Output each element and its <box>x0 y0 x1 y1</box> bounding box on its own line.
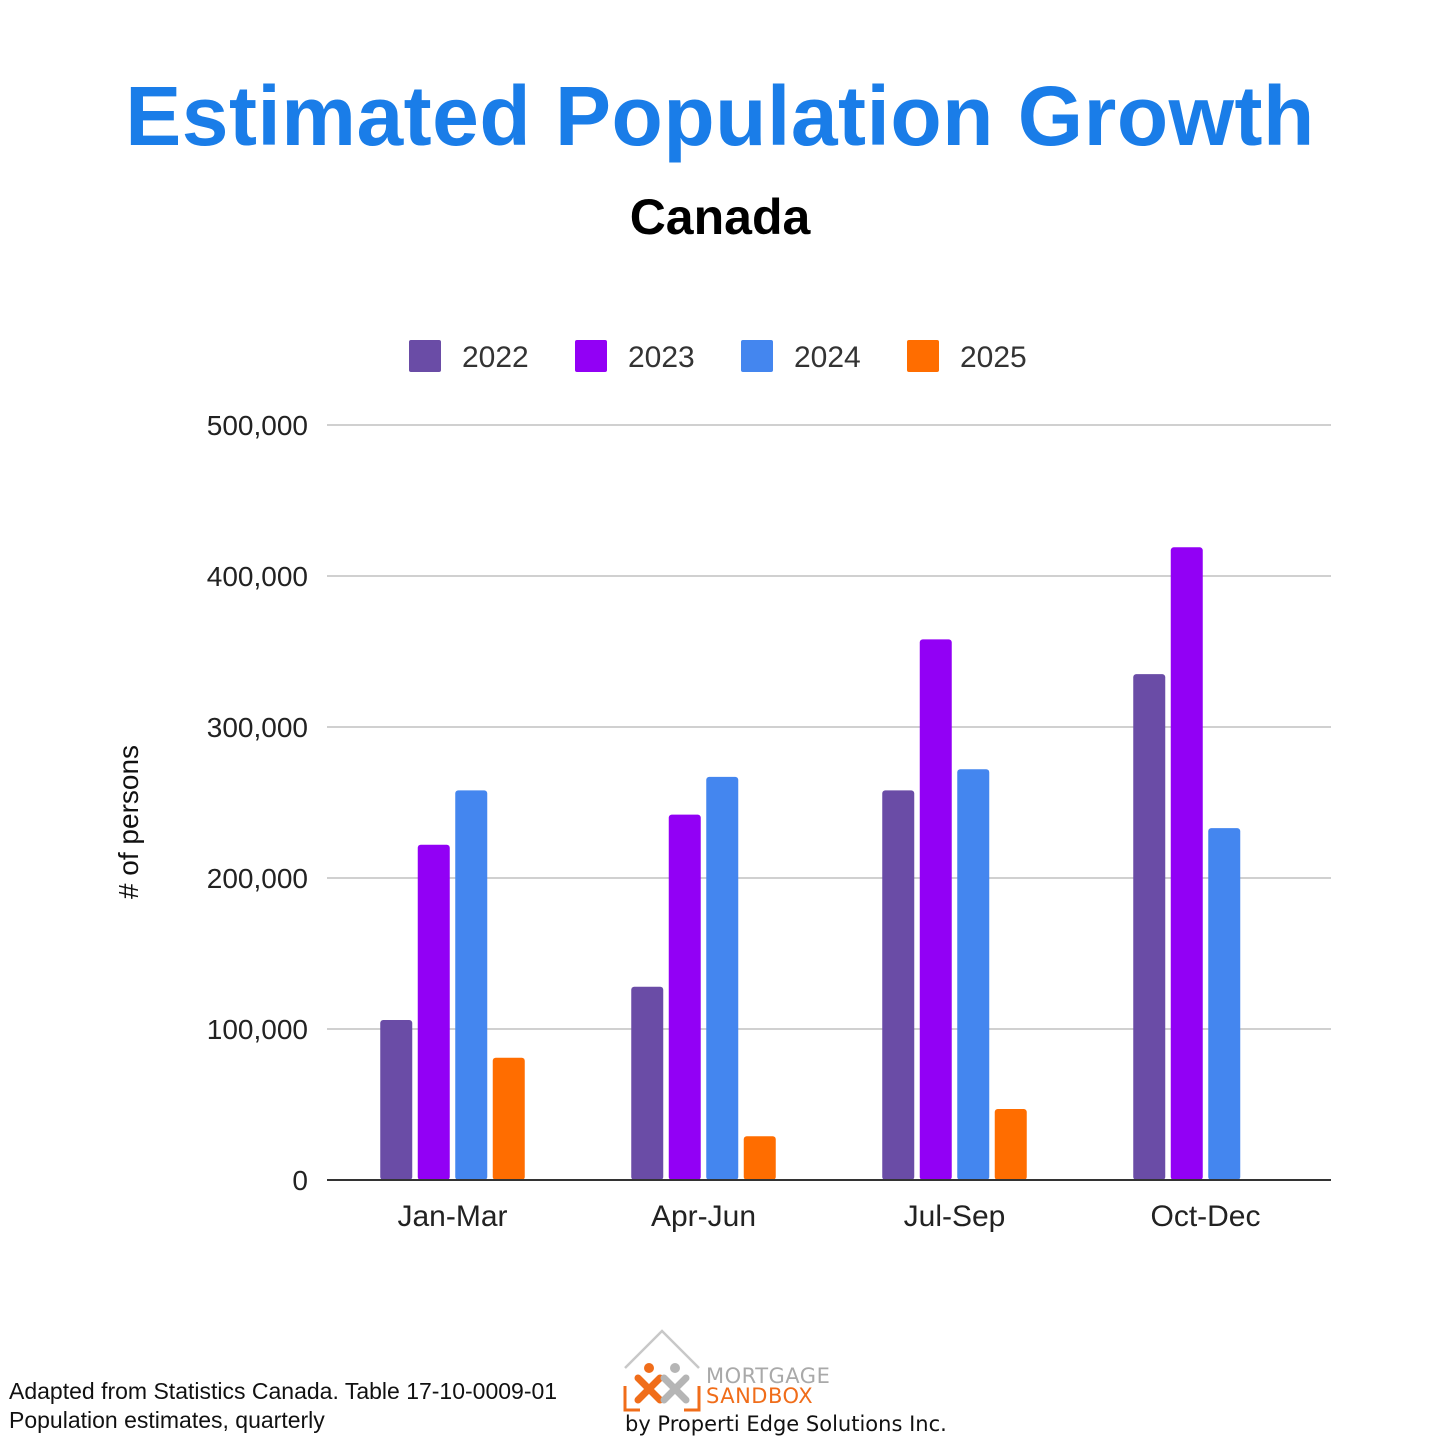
y-axis-label: # of persons <box>113 745 144 899</box>
bar-2023-Apr-Jun <box>668 814 701 1180</box>
legend-swatch <box>741 340 773 372</box>
mortgage-sandbox-logo: MORTGAGE SANDBOX by Properti Edge Soluti… <box>622 1328 947 1438</box>
source-line-1: Adapted from Statistics Canada. Table 17… <box>9 1378 558 1404</box>
bar-2024-Oct-Dec <box>1208 828 1241 1180</box>
legend-swatch <box>907 340 939 372</box>
y-tick-label: 200,000 <box>207 863 308 894</box>
legend-swatch <box>409 340 441 372</box>
legend-label: 2024 <box>794 341 861 374</box>
bar-2022-Jul-Sep <box>882 790 915 1180</box>
logo-word-sandbox: SANDBOX <box>706 1384 814 1408</box>
legend-label: 2023 <box>628 341 695 374</box>
bar-2023-Jul-Sep <box>919 639 952 1180</box>
logo-house-icon <box>623 1329 701 1412</box>
x-tick-label: Jan-Mar <box>397 1200 507 1233</box>
bar-2023-Jan-Mar <box>417 844 450 1180</box>
y-tick-label: 500,000 <box>207 410 308 441</box>
y-tick-label: 300,000 <box>207 712 308 743</box>
x-tick-label: Apr-Jun <box>651 1200 756 1233</box>
logo-tagline: by Properti Edge Solutions Inc. <box>625 1412 947 1436</box>
y-tick-label: 0 <box>292 1165 308 1196</box>
bar-2022-Oct-Dec <box>1133 674 1166 1180</box>
bar-2025-Jan-Mar <box>492 1057 525 1180</box>
bar-2022-Apr-Jun <box>631 986 664 1180</box>
source-line-2: Population estimates, quarterly <box>9 1407 325 1433</box>
x-tick-label: Oct-Dec <box>1150 1200 1260 1233</box>
x-tick-label: Jul-Sep <box>904 1200 1006 1233</box>
y-tick-label: 400,000 <box>207 561 308 592</box>
source-note: Adapted from Statistics Canada. Table 17… <box>9 1377 557 1435</box>
bar-2024-Jul-Sep <box>957 769 990 1180</box>
bar-2025-Apr-Jun <box>743 1136 776 1180</box>
y-tick-label: 100,000 <box>207 1014 308 1045</box>
bar-2024-Apr-Jun <box>706 776 739 1180</box>
bar-chart: 0 100,000 200,000 300,000 400,000 500,000 # of… <box>113 340 1331 1233</box>
legend-label: 2022 <box>462 341 529 374</box>
bar-2022-Jan-Mar <box>380 1019 413 1180</box>
bar-2025-Jul-Sep <box>994 1109 1027 1180</box>
chart-subtitle: Canada <box>629 189 811 245</box>
logo-word-mortgage: MORTGAGE <box>706 1364 831 1388</box>
bar-2023-Oct-Dec <box>1170 547 1203 1180</box>
legend-label: 2025 <box>960 341 1027 374</box>
legend-swatch <box>575 340 607 372</box>
chart-title: Estimated Population Growth <box>125 69 1315 163</box>
bar-2024-Jan-Mar <box>455 790 488 1180</box>
